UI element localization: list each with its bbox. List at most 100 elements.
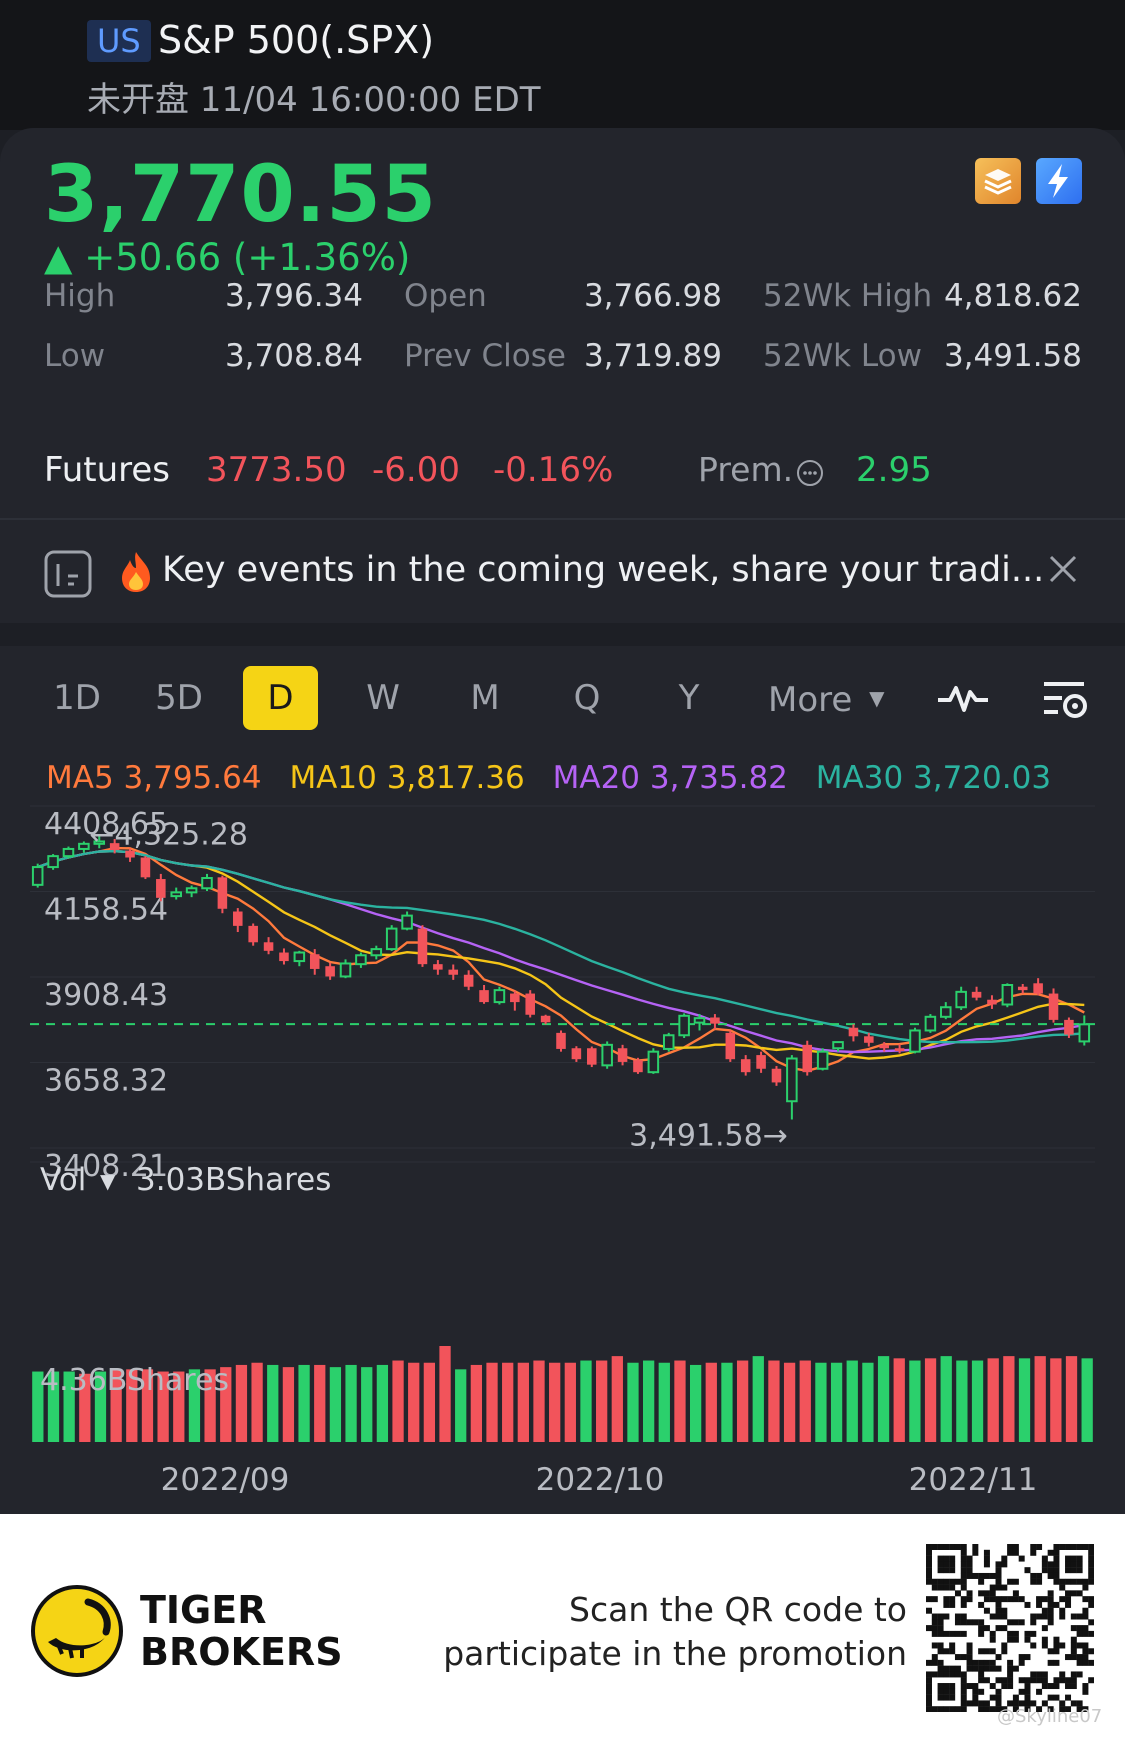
stat-label-52wk-low: 52Wk Low <box>763 338 922 374</box>
candle-body <box>1017 986 1028 991</box>
volume-bar <box>126 1369 138 1442</box>
news-icon <box>44 550 92 598</box>
high-annotation: ←4,325.28 <box>89 818 248 853</box>
stat-label-low: Low <box>44 338 106 374</box>
qr-code[interactable] <box>926 1544 1094 1712</box>
candle-body <box>93 840 106 845</box>
candle-body <box>740 1059 751 1073</box>
news-banner-text[interactable]: Key events in the coming week, share you… <box>162 550 1045 590</box>
candle-body <box>848 1027 859 1037</box>
candle-body <box>248 925 258 943</box>
candle-body <box>125 850 135 858</box>
candle-body <box>971 991 982 998</box>
volume-bar <box>188 1369 201 1442</box>
candle-body <box>47 855 59 869</box>
volume-bar <box>470 1364 482 1442</box>
candle-body <box>233 911 243 926</box>
close-icon[interactable] <box>1046 552 1080 586</box>
candle-body <box>493 989 506 1004</box>
volume-bar <box>282 1367 295 1442</box>
candle-body <box>771 1068 782 1083</box>
tab-y[interactable]: Y <box>678 678 700 718</box>
candle-body <box>1064 1019 1074 1035</box>
tab-q[interactable]: Q <box>573 678 601 718</box>
volume-bar <box>361 1367 373 1442</box>
fire-icon <box>122 552 150 592</box>
candle-body <box>325 966 335 977</box>
volume-bar <box>580 1360 592 1442</box>
candle-body <box>433 964 443 970</box>
candle-body <box>540 1015 551 1023</box>
volume-bar <box>721 1362 733 1442</box>
candle-body <box>894 1048 905 1051</box>
caret-down-icon: ▼ <box>869 686 885 710</box>
candle-body <box>987 999 997 1005</box>
ma-legend: MA5 3,795.64 MA10 3,817.36 MA20 3,735.82… <box>46 760 1069 796</box>
candle-body <box>1033 983 1043 994</box>
candle-body <box>816 1050 829 1070</box>
ma10-label: MA10 3,817.36 <box>289 760 525 796</box>
stat-value-low: 3,708.84 <box>224 338 363 374</box>
tab-5d[interactable]: 5D <box>155 678 203 718</box>
candle-body <box>339 962 352 978</box>
volume-bar <box>846 1360 858 1442</box>
volume-bar <box>783 1362 796 1442</box>
volume-bar <box>909 1360 921 1442</box>
candle-body <box>510 993 520 1003</box>
more-dropdown[interactable]: More ▼ <box>768 666 885 730</box>
volume-bar <box>564 1362 576 1442</box>
candle-body <box>201 877 213 890</box>
chart-settings-icon[interactable] <box>1042 678 1090 722</box>
volume-bar <box>705 1362 717 1442</box>
volume-bar <box>79 1373 91 1442</box>
stat-value-52wk-low: 3,491.58 <box>943 338 1082 374</box>
more-label: More <box>768 680 853 720</box>
candle-body <box>401 914 413 930</box>
indicator-icon[interactable] <box>936 678 990 718</box>
lightning-badge-icon[interactable] <box>1036 158 1082 204</box>
candle-body <box>1001 984 1014 1006</box>
tab-m[interactable]: M <box>470 678 500 718</box>
candle-body <box>924 1015 937 1032</box>
premium-label: Prem. <box>698 450 794 489</box>
candle-body <box>864 1036 874 1043</box>
stat-value-52wk-high: 4,818.62 <box>943 278 1082 314</box>
y-tick-label: 3908.43 <box>44 978 168 1013</box>
news-banner[interactable]: Key events in the coming week, share you… <box>0 520 1125 623</box>
volume-caret-icon[interactable]: ▼ <box>100 1169 116 1193</box>
price-change: ▲ +50.66 (+1.36%) <box>44 236 411 279</box>
tab-w[interactable]: W <box>366 678 400 718</box>
candlestick-chart[interactable]: 4408.65 4158.54 3908.43 3658.32 3408.21 ←4,3… <box>0 796 1125 1516</box>
candle-body <box>647 1050 660 1074</box>
more-info-icon[interactable] <box>795 458 825 488</box>
brand-name-line2: BROKERS <box>140 1630 343 1674</box>
volume-bar <box>1081 1358 1093 1442</box>
candle-body <box>556 1032 566 1049</box>
volume-bar <box>689 1364 702 1442</box>
candle-body <box>633 1060 643 1073</box>
x-axis-label: 2022/10 <box>536 1462 665 1498</box>
volume-max-label: 4.36BShares <box>40 1363 229 1398</box>
candle-body <box>802 1044 813 1073</box>
watermark: @Skyline07 <box>997 1706 1103 1727</box>
futures-change-pct: -0.16% <box>493 450 614 490</box>
volume-label: Vol <box>40 1162 86 1198</box>
candle-body <box>525 993 535 1015</box>
promo-text-line2: participate in the promotion <box>443 1634 907 1673</box>
stat-value-high: 3,796.34 <box>224 278 363 314</box>
volume-bar <box>752 1356 764 1442</box>
candle-body <box>617 1048 628 1062</box>
market-tag: US <box>87 20 151 62</box>
candle-body <box>385 927 398 951</box>
candle-body <box>693 1017 706 1024</box>
tab-1d[interactable]: 1D <box>53 678 101 718</box>
candle-body <box>78 842 90 850</box>
stat-value-prev-close: 3,719.89 <box>583 338 722 374</box>
tab-d[interactable]: D <box>243 666 318 730</box>
volume-bar <box>110 1369 122 1442</box>
layers-badge-icon[interactable] <box>975 158 1021 204</box>
volume-bar <box>267 1364 279 1442</box>
stat-value-open: 3,766.98 <box>583 278 722 314</box>
futures-label[interactable]: Futures <box>44 450 170 490</box>
candle-body <box>940 1006 952 1018</box>
